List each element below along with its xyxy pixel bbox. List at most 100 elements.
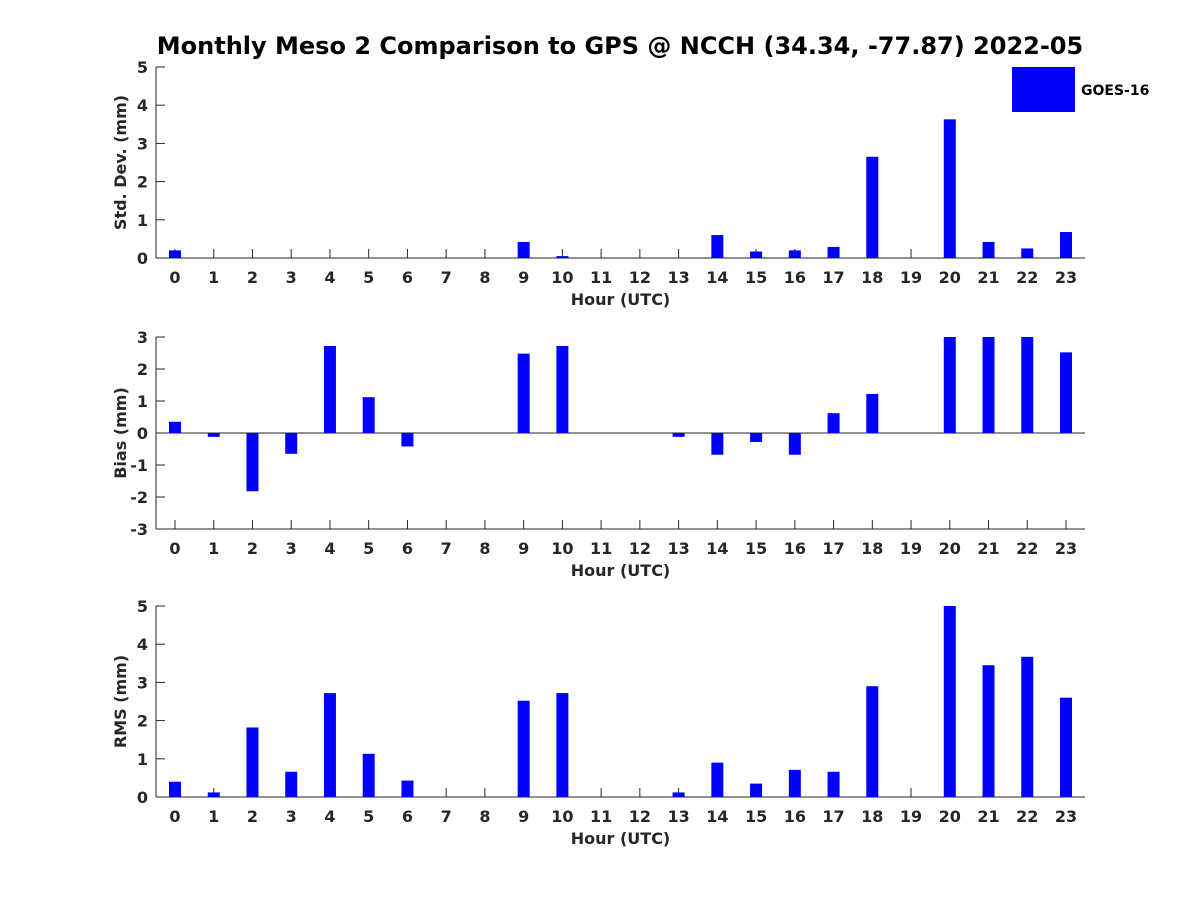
x-tick-label: 2 (247, 268, 258, 287)
x-tick-label: 1 (208, 807, 219, 826)
bar-hour-1 (207, 792, 220, 797)
bar-hour-10 (556, 256, 569, 258)
x-tick-label: 6 (402, 268, 413, 287)
bar-hour-6 (401, 433, 414, 447)
bar-hour-22 (1021, 656, 1034, 797)
x-tick-label: 20 (939, 268, 961, 287)
x-tick-label: 22 (1016, 807, 1038, 826)
x-tick-label: 11 (590, 807, 612, 826)
x-tick-label: 6 (402, 539, 413, 558)
y-tick-label: 3 (137, 134, 148, 153)
bar-hour-2 (246, 433, 259, 492)
bar-hour-0 (169, 421, 181, 433)
x-tick-label: 11 (590, 539, 612, 558)
x-tick-label: 20 (939, 539, 961, 558)
x-tick-label: 7 (441, 539, 452, 558)
x-tick-label: 4 (324, 539, 335, 558)
x-tick-label: 2 (247, 807, 258, 826)
x-tick-label: 21 (977, 539, 999, 558)
x-tick-label: 16 (784, 807, 806, 826)
x-tick-label: 8 (479, 807, 490, 826)
x-tick-label: 23 (1055, 807, 1077, 826)
y-tick-label: 2 (137, 173, 148, 192)
x-tick-label: 0 (169, 807, 180, 826)
bar-hour-1 (207, 433, 220, 437)
y-axis-label: Std. Dev. (mm) (111, 95, 130, 230)
x-tick-label: 0 (169, 539, 180, 558)
bar-hour-20 (943, 337, 956, 433)
bar-hour-15 (750, 433, 763, 442)
x-tick-label: 3 (286, 539, 297, 558)
bar-hour-21 (982, 337, 995, 433)
x-tick-label: 12 (629, 268, 651, 287)
x-tick-label: 9 (518, 539, 529, 558)
bar-hour-5 (362, 397, 375, 433)
x-tick-label: 5 (363, 539, 374, 558)
y-tick-label: 0 (137, 424, 148, 443)
x-tick-label: 19 (900, 539, 922, 558)
y-tick-label: 1 (137, 750, 148, 769)
bar-hour-18 (866, 393, 879, 433)
bar-hour-22 (1021, 248, 1034, 258)
y-tick-label: 2 (137, 360, 148, 379)
x-tick-label: 18 (861, 807, 883, 826)
y-tick-label: 3 (137, 328, 148, 347)
bar-hour-18 (866, 156, 879, 258)
x-tick-label: 15 (745, 268, 767, 287)
x-tick-label: 22 (1016, 268, 1038, 287)
bar-hour-10 (556, 345, 569, 433)
x-tick-label: 5 (363, 268, 374, 287)
x-tick-label: 16 (784, 268, 806, 287)
y-tick-label: 4 (137, 96, 148, 115)
x-tick-label: 10 (551, 807, 573, 826)
x-tick-label: 10 (551, 539, 573, 558)
x-tick-label: 5 (363, 807, 374, 826)
x-tick-label: 17 (822, 807, 844, 826)
x-tick-label: 12 (629, 539, 651, 558)
x-tick-label: 9 (518, 807, 529, 826)
x-tick-label: 1 (208, 268, 219, 287)
bar-hour-14 (711, 235, 724, 258)
bar-hour-21 (982, 665, 995, 797)
bar-hour-6 (401, 780, 414, 797)
bar-hour-17 (827, 771, 840, 797)
x-tick-label: 21 (977, 268, 999, 287)
bar-hour-13 (672, 792, 685, 797)
bar-hour-20 (943, 119, 956, 258)
x-tick-label: 14 (706, 539, 728, 558)
x-tick-label: 13 (667, 268, 689, 287)
x-tick-label: 17 (822, 268, 844, 287)
x-axis-label: Hour (UTC) (571, 829, 671, 848)
x-tick-label: 8 (479, 268, 490, 287)
bar-hour-9 (517, 700, 530, 797)
x-tick-label: 1 (208, 539, 219, 558)
x-tick-label: 7 (441, 807, 452, 826)
x-tick-label: 16 (784, 539, 806, 558)
x-tick-label: 4 (324, 268, 335, 287)
bar-hour-16 (788, 250, 801, 258)
x-tick-label: 23 (1055, 539, 1077, 558)
y-tick-label: -3 (130, 520, 148, 539)
y-tick-label: 3 (137, 673, 148, 692)
x-tick-label: 20 (939, 807, 961, 826)
x-tick-label: 19 (900, 807, 922, 826)
bar-hour-9 (517, 353, 530, 433)
legend: GOES-16 (1012, 67, 1149, 112)
y-tick-label: 0 (137, 249, 148, 268)
y-tick-label: -2 (130, 488, 148, 507)
x-tick-label: 0 (169, 268, 180, 287)
bar-hour-23 (1060, 697, 1072, 797)
x-tick-label: 3 (286, 268, 297, 287)
x-tick-label: 23 (1055, 268, 1077, 287)
bar-hour-4 (323, 345, 336, 433)
bar-hour-18 (866, 686, 879, 797)
x-tick-label: 4 (324, 807, 335, 826)
legend-label: GOES-16 (1081, 83, 1149, 99)
x-tick-label: 15 (745, 807, 767, 826)
x-tick-label: 13 (667, 539, 689, 558)
